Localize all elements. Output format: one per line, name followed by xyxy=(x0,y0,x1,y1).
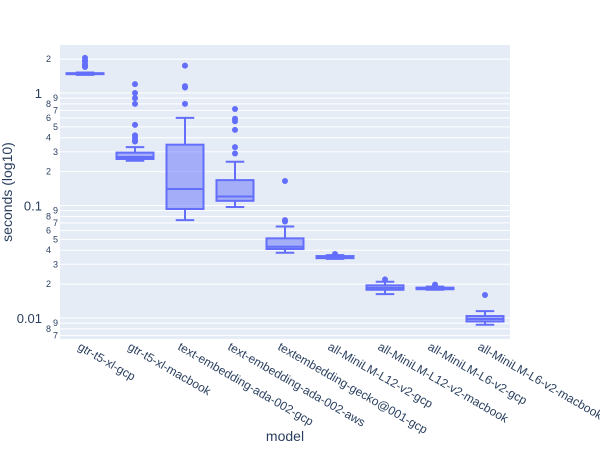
y-tick-minor-label: 9 xyxy=(53,318,58,328)
y-tick-minor-label: 7 xyxy=(53,218,58,228)
outlier-point xyxy=(132,90,138,96)
outlier-point xyxy=(282,217,288,223)
outlier-point xyxy=(182,63,188,69)
outlier-point xyxy=(282,178,288,184)
iqr-box xyxy=(117,153,154,159)
outlier-point xyxy=(132,101,138,107)
plot-background xyxy=(60,45,510,339)
y-tick-minor-label: 2 xyxy=(46,54,51,64)
outlier-point xyxy=(432,282,438,288)
outlier-point xyxy=(382,276,388,282)
x-tick-labels: gtr-t5-xl-gcpgtr-t5-xl-macbooktext-embed… xyxy=(76,339,600,436)
y-tick-minor-label: 7 xyxy=(53,105,58,115)
outlier-point xyxy=(232,116,238,122)
y-tick-minor-label: 2 xyxy=(46,279,51,289)
y-tick-label: 0.1 xyxy=(24,198,42,213)
y-tick-minor-label: 2 xyxy=(46,167,51,177)
y-tick-minor-label: 5 xyxy=(53,122,58,132)
y-tick-minor-label: 5 xyxy=(53,234,58,244)
y-tick-minor-label: 3 xyxy=(53,147,58,157)
y-tick-minor-label: 8 xyxy=(46,324,51,334)
outlier-point xyxy=(232,144,238,150)
outlier-point xyxy=(132,95,138,101)
y-tick-minor-label: 4 xyxy=(46,245,51,255)
outlier-point xyxy=(232,127,238,133)
x-axis-title: model xyxy=(266,428,304,444)
y-tick-minor-label: 3 xyxy=(53,259,58,269)
y-tick-minor-label: 9 xyxy=(53,93,58,103)
outlier-point xyxy=(332,251,338,257)
y-tick-minor-label: 6 xyxy=(46,225,51,235)
x-tick-label: gtr-t5-xl-macbook xyxy=(126,339,215,398)
outlier-point xyxy=(132,132,138,138)
y-tick-minor-label: 4 xyxy=(46,133,51,143)
y-tick-minor-label: 7 xyxy=(53,330,58,340)
y-tick-label: 0.01 xyxy=(17,311,42,326)
y-tick-minor-label: 8 xyxy=(46,99,51,109)
iqr-box xyxy=(167,145,204,209)
outlier-point xyxy=(132,122,138,128)
outlier-point xyxy=(182,83,188,89)
y-tick-minor-label: 8 xyxy=(46,211,51,221)
iqr-box xyxy=(217,180,254,201)
y-tick-minor-label: 6 xyxy=(46,113,51,123)
y-tick-label: 1 xyxy=(35,86,42,101)
outlier-point xyxy=(132,81,138,87)
y-axis-title: seconds (log10) xyxy=(0,142,15,242)
outlier-point xyxy=(482,292,488,298)
outlier-point xyxy=(232,106,238,112)
outlier-point xyxy=(232,150,238,156)
outlier-point xyxy=(182,101,188,107)
outlier-point xyxy=(82,55,88,61)
y-tick-minor-label: 9 xyxy=(53,206,58,216)
